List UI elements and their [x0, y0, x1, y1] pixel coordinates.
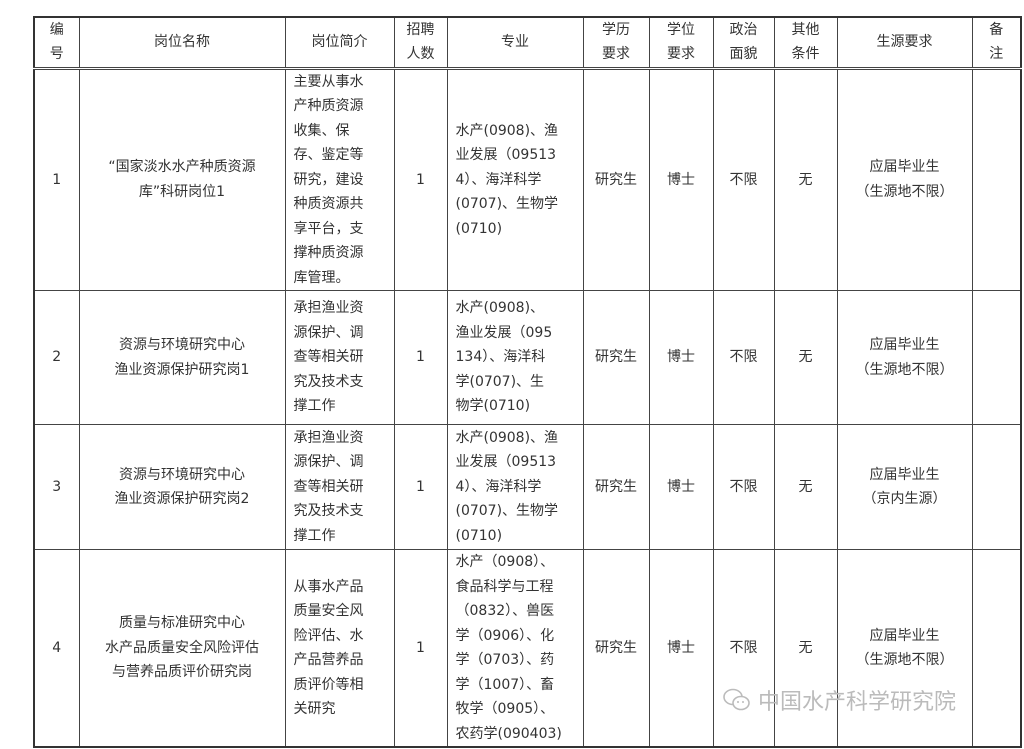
header-politics: 政治 面貌 — [712, 16, 775, 70]
position-intro-cell: 承担渔业资 源保护、调 查等相关研 究及技术支 撑工作 — [284, 424, 395, 550]
position-name-cell: 资源与环境研究中心 渔业资源保护研究岗2 — [78, 424, 286, 550]
note-cell — [971, 67, 1022, 291]
table-row: 3 资源与环境研究中心 渔业资源保护研究岗2 承担渔业资 源保护、调 查等相关研 究… — [33, 424, 1022, 550]
major-cell: 水产(0908)、渔 业发展（09513 4）、海洋科学 (0707)、生物学 … — [446, 424, 584, 550]
position-name-cell: 质量与标准研究中心 水产品质量安全风险评估 与营养品质评价研究岗 — [78, 549, 286, 748]
header-position-name: 岗位名称 — [78, 16, 286, 70]
position-intro-cell: 承担渔业资 源保护、调 查等相关研 究及技术支 撑工作 — [284, 290, 395, 425]
degree-cell: 博士 — [648, 424, 714, 550]
wechat-icon — [723, 688, 750, 711]
source-requirement-cell: 应届毕业生 （生源地不限） — [836, 290, 973, 425]
major-cell: 水产(0908)、 渔业发展（095 134）、海洋科 学(0707)、生 物学… — [446, 290, 584, 425]
recruit-count-cell: 1 — [393, 424, 448, 550]
header-major: 专业 — [446, 16, 584, 70]
degree-cell: 博士 — [648, 549, 714, 748]
politics-cell: 不限 — [712, 290, 775, 425]
header-note: 备 注 — [971, 16, 1022, 70]
header-education: 学历 要求 — [582, 16, 650, 70]
degree-cell: 博士 — [648, 290, 714, 425]
other-conditions-cell: 无 — [773, 67, 838, 291]
education-cell: 研究生 — [582, 424, 650, 550]
recruit-count-cell: 1 — [393, 67, 448, 291]
table-row: 1 “国家淡水水产种质资源 库”科研岗位1 主要从事水 产种质资源 收集、保 存、鉴… — [33, 67, 1022, 291]
position-name-cell: “国家淡水水产种质资源 库”科研岗位1 — [78, 67, 286, 291]
politics-cell: 不限 — [712, 424, 775, 550]
education-cell: 研究生 — [582, 67, 650, 291]
major-cell: 水产（0908）、 食品科学与工程 （0832）、兽医 学（0906）、化 学（… — [446, 549, 584, 748]
watermark: 中国水产科学研究院 — [722, 684, 956, 716]
education-cell: 研究生 — [582, 290, 650, 425]
recruit-count-cell: 1 — [393, 290, 448, 425]
source-requirement-cell: 应届毕业生 （生源地不限） — [836, 549, 973, 748]
row-no-cell: 4 — [33, 549, 80, 748]
position-intro-cell: 主要从事水 产种质资源 收集、保 存、鉴定等 研究，建设 种质资源共 享平台，支… — [284, 67, 395, 291]
other-conditions-cell: 无 — [773, 549, 838, 748]
position-name-cell: 资源与环境研究中心 渔业资源保护研究岗1 — [78, 290, 286, 425]
header-row: 编 号 岗位名称 岗位简介 招聘 人数 专业 学历 要求 学位 要求 政治 面貌… — [33, 16, 1022, 70]
recruitment-table: 编 号 岗位名称 岗位简介 招聘 人数 专业 学历 要求 学位 要求 政治 面貌… — [33, 16, 1022, 748]
recruit-count-cell: 1 — [393, 549, 448, 748]
politics-cell: 不限 — [712, 549, 775, 748]
note-cell — [971, 424, 1022, 550]
degree-cell: 博士 — [648, 67, 714, 291]
source-requirement-cell: 应届毕业生 （京内生源） — [836, 424, 973, 550]
note-cell — [971, 549, 1022, 748]
header-degree: 学位 要求 — [648, 16, 714, 70]
header-no: 编 号 — [33, 16, 80, 70]
source-requirement-cell: 应届毕业生 （生源地不限） — [836, 67, 973, 291]
table-row: 4 质量与标准研究中心 水产品质量安全风险评估 与营养品质评价研究岗 从事水产品 质… — [33, 549, 1022, 748]
education-cell: 研究生 — [582, 549, 650, 748]
header-position-intro: 岗位简介 — [284, 16, 395, 70]
politics-cell: 不限 — [712, 67, 775, 291]
header-source: 生源要求 — [836, 16, 973, 70]
row-no-cell: 2 — [33, 290, 80, 425]
other-conditions-cell: 无 — [773, 424, 838, 550]
header-count: 招聘 人数 — [393, 16, 448, 70]
header-other: 其他 条件 — [773, 16, 838, 70]
position-intro-cell: 从事水产品 质量安全风 险评估、水 产品营养品 质评价等相 关研究 — [284, 549, 395, 748]
other-conditions-cell: 无 — [773, 290, 838, 425]
row-no-cell: 3 — [33, 424, 80, 550]
row-no-cell: 1 — [33, 67, 80, 291]
note-cell — [971, 290, 1022, 425]
major-cell: 水产(0908)、渔 业发展（09513 4）、海洋科学 (0707)、生物学 … — [446, 67, 584, 291]
watermark-text: 中国水产科学研究院 — [758, 690, 957, 715]
table-row: 2 资源与环境研究中心 渔业资源保护研究岗1 承担渔业资 源保护、调 查等相关研 究… — [33, 290, 1022, 425]
